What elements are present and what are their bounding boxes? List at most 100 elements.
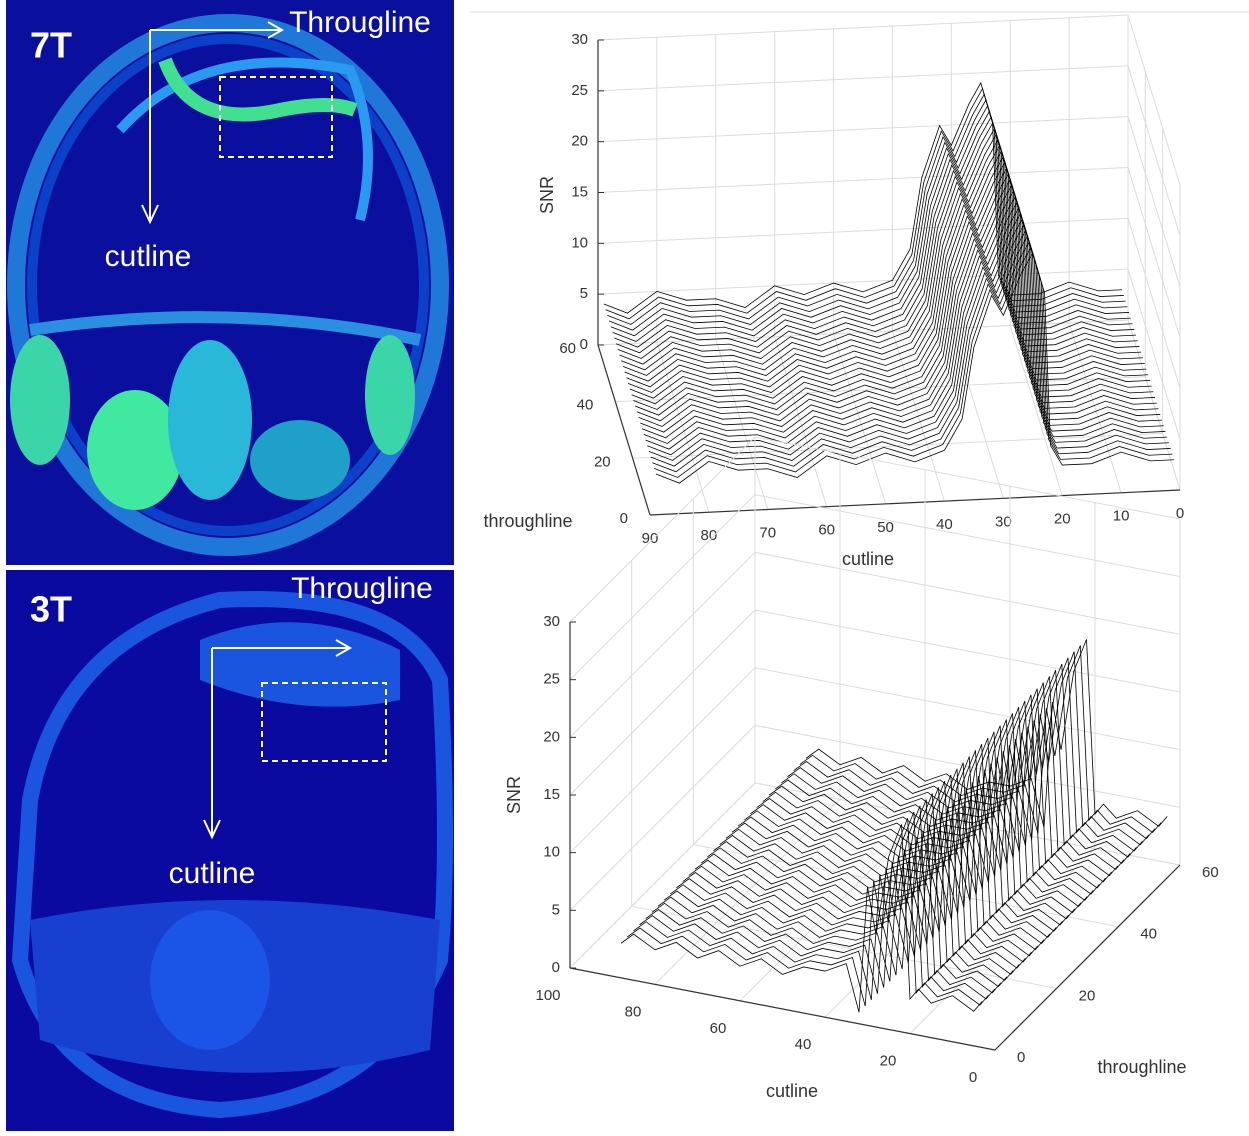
- grid-line: [824, 831, 1011, 1018]
- z-tick-label: 15: [543, 786, 560, 803]
- grid-line: [615, 376, 1146, 403]
- z-tick-label: 0: [552, 959, 560, 976]
- mri-3t: 3T Througline cutline: [6, 570, 454, 1131]
- grid-line: [597, 217, 1129, 244]
- grid-line: [569, 551, 756, 738]
- y-tick-label: 60: [559, 340, 576, 357]
- surface-line: [621, 138, 1140, 371]
- x-tick-label: 100: [535, 987, 560, 1004]
- surface-line: [652, 240, 1171, 473]
- y-tick-label: 20: [594, 453, 611, 470]
- surface-line: [737, 707, 1100, 896]
- surface-line: [608, 98, 1128, 331]
- z-tick-label: 20: [571, 133, 588, 150]
- surface-line: [626, 818, 989, 1007]
- field-label: 7T: [30, 25, 72, 66]
- z-axis-label: SNR: [504, 776, 524, 814]
- x-tick-label: 70: [759, 524, 776, 541]
- grid-line: [569, 782, 756, 969]
- surface-line: [657, 787, 1020, 976]
- grid-line: [774, 336, 828, 507]
- surface-line: [612, 110, 1131, 342]
- surface-line: [682, 762, 1045, 951]
- grid-line: [1127, 269, 1181, 440]
- grid-line: [754, 494, 1181, 578]
- arrow-label: cutline: [169, 857, 256, 890]
- surface-line: [768, 676, 1131, 865]
- grid-line: [569, 724, 756, 911]
- surface-line: [654, 246, 1173, 478]
- x-tick-label: 30: [995, 513, 1012, 530]
- grid-line: [1009, 325, 1063, 496]
- surface-line: [750, 694, 1113, 883]
- z-tick-label: 30: [543, 613, 560, 630]
- surface-line: [626, 155, 1145, 388]
- grid-line: [909, 848, 1096, 1034]
- grid-line: [1127, 116, 1181, 287]
- grid-line: [597, 319, 1129, 346]
- surface-line: [620, 824, 983, 1013]
- x-tick-label: 10: [1113, 508, 1130, 525]
- x-tick-label: 90: [642, 530, 659, 547]
- grid-line: [656, 342, 710, 513]
- y-tick-label: 40: [1140, 926, 1157, 943]
- field-label: 3T: [30, 589, 72, 630]
- grid-line: [754, 551, 1181, 635]
- surface-line: [633, 178, 1152, 410]
- surface-line: [628, 161, 1147, 393]
- z-tick-label: 5: [552, 901, 560, 918]
- z-axis-label: SNR: [537, 176, 557, 214]
- z-tick-label: 15: [571, 183, 588, 200]
- x-tick-label: 40: [936, 516, 953, 533]
- surface-line: [645, 799, 1008, 988]
- grid-line: [754, 609, 1181, 693]
- surface-line: [700, 744, 1063, 933]
- surface-line: [719, 725, 1082, 914]
- grid-line: [569, 667, 756, 854]
- surface-line: [622, 144, 1142, 376]
- grid-line: [631, 905, 1057, 989]
- surface-line: [744, 700, 1106, 889]
- surface-line: [647, 223, 1166, 456]
- surface-line: [638, 195, 1157, 427]
- grid-line: [1127, 167, 1181, 338]
- surface-line: [663, 781, 1026, 970]
- y-axis-label: throughline: [1097, 1057, 1186, 1077]
- x-tick-label: 50: [877, 519, 894, 536]
- surface-line: [725, 719, 1088, 908]
- surface-line: [629, 166, 1149, 399]
- arrow-label: Througline: [289, 6, 431, 39]
- x-tick-label: 80: [701, 527, 718, 544]
- grid-line: [569, 494, 756, 681]
- surface-line: [639, 805, 1002, 994]
- surface-line: [645, 217, 1164, 450]
- grid-line: [1127, 218, 1181, 389]
- x-tick-label: 60: [818, 522, 835, 539]
- grid-line: [597, 167, 1129, 193]
- surface-line: [799, 645, 1162, 834]
- grid-line: [654, 799, 841, 985]
- x-tick-label: 60: [710, 1020, 727, 1037]
- surface-line: [707, 737, 1069, 926]
- x-tick-label: 0: [1176, 505, 1184, 522]
- surface-line: [648, 229, 1168, 461]
- z-tick-label: 0: [580, 336, 588, 353]
- x-tick-label: 40: [795, 1036, 812, 1053]
- grid-line: [597, 14, 1129, 41]
- grid-line: [754, 782, 1181, 866]
- surface-line: [650, 234, 1169, 467]
- axis-line: [994, 864, 1181, 1051]
- surface-line: [713, 731, 1076, 920]
- surface-line: [631, 172, 1150, 405]
- grid-line: [632, 432, 1163, 459]
- surface-line: [640, 200, 1159, 433]
- grid-line: [1127, 65, 1181, 236]
- z-tick-label: 25: [571, 82, 588, 99]
- surface-line: [607, 93, 1126, 325]
- surface-line: [670, 774, 1032, 963]
- y-tick-label: 60: [1202, 864, 1219, 881]
- z-tick-label: 5: [580, 285, 588, 302]
- axis-line: [649, 489, 1181, 516]
- surface-line: [615, 121, 1135, 354]
